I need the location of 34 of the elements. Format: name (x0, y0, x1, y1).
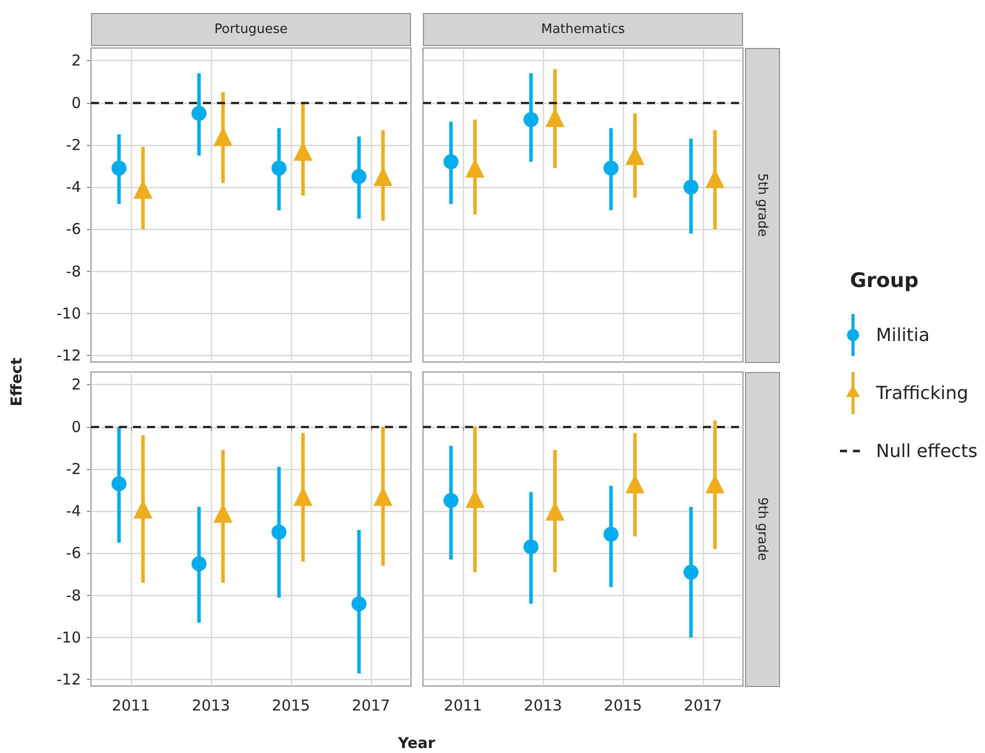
chart-title: Mathematics (423, 13, 743, 46)
x-tick-label: 2013 (524, 696, 562, 714)
y2-axis-title: 9th grade (754, 497, 770, 561)
x-axis-title: Year (398, 734, 436, 752)
y-tick-label: -4 (66, 502, 81, 520)
y-tick-label: -4 (66, 178, 81, 196)
y-axis-title: Effect (7, 358, 26, 406)
y-tick-label: -12 (56, 670, 81, 689)
y-tick-label: -12 (56, 346, 81, 365)
y-tick-label: -8 (66, 586, 81, 604)
legend-label: Trafficking (876, 382, 968, 404)
legend-label: Null effects (876, 440, 978, 462)
y-tick-label: -8 (66, 262, 81, 280)
x-tick-label: 2011 (112, 696, 150, 714)
y-tick-label: -6 (66, 220, 81, 238)
x-tick-label: 2017 (684, 696, 722, 714)
y-tick-label: -6 (66, 544, 81, 562)
y-tick-label: -2 (66, 460, 81, 478)
y2-axis-title: 5th grade (754, 173, 770, 237)
x-tick-label: 2013 (192, 696, 230, 714)
y-tick-label: 2 (71, 376, 81, 394)
x-tick-label: 2015 (272, 696, 310, 714)
x-tick-label: 2017 (352, 696, 390, 714)
y-tick-label: -2 (66, 136, 81, 154)
legend-label: Militia (876, 324, 930, 346)
x-tick-label: 2015 (604, 696, 642, 714)
legend-title: Group (850, 268, 920, 292)
y-tick-label: 0 (71, 418, 81, 436)
y-tick-label: -10 (56, 628, 81, 647)
x-tick-label: 2011 (444, 696, 482, 714)
chart-title: Portuguese (91, 13, 411, 46)
y-tick-label: -10 (56, 304, 81, 323)
y-tick-label: 2 (71, 52, 81, 70)
y-tick-label: 0 (71, 94, 81, 112)
